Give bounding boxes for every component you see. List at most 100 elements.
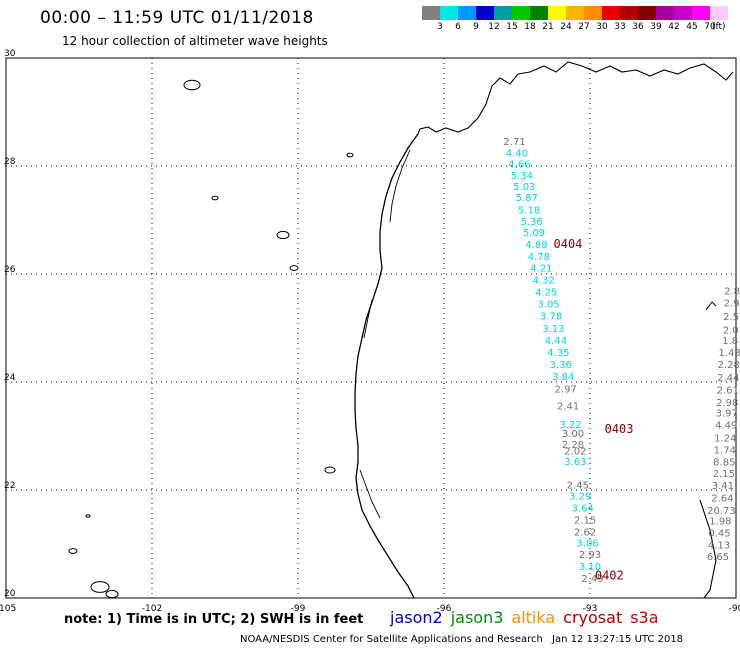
legend-labels: 3 6 9 12 15 18 21 24 27 30 33 36 39 42 45 70 [422,22,728,34]
wave-height-label: 1.98 [709,517,731,528]
legend-unit: (ft) [712,22,726,32]
island-outline [183,79,201,91]
lon-tick-label: -96 [437,604,452,614]
wave-height-label: 1.43 [719,348,740,359]
wave-height-label: 5.03 [513,182,535,193]
wave-height-label: 4.40 [506,148,528,159]
legend-label: 21 [542,22,554,32]
legend-label: 42 [668,22,680,32]
legend-swatch-8 [566,6,584,20]
island-outline [105,589,119,599]
wave-height-label: 4.35 [547,348,569,359]
legend-swatch-5 [512,6,530,20]
legend-label: 39 [650,22,662,32]
pass-time-label: 0403 [605,422,634,436]
legend-label: 9 [473,22,479,32]
legend-label: 27 [578,22,590,32]
lon-tick-label: -102 [142,604,162,614]
wave-height-label: 2.15 [574,515,596,526]
legend-swatch-10 [602,6,620,20]
legend-swatch-2 [458,6,476,20]
wave-height-label: 4.21 [530,263,552,274]
wave-height-label: 5.09 [523,228,545,239]
lon-tick-label: -93 [583,604,598,614]
lon-tick-label: -90 [729,604,740,614]
legend-swatch-16 [710,6,728,20]
wave-height-label: 4.66 [508,160,530,171]
legend-swatch-1 [440,6,458,20]
satellite-jason2: jason2 [390,608,443,627]
satellite-cryosat: cryosat [563,608,623,627]
legend-label: 18 [524,22,536,32]
lon-tick-label: -99 [291,604,306,614]
lat-tick-label: 22 [4,481,15,491]
wave-height-label: 3.00 [562,429,584,440]
wave-height-label: 5.18 [518,206,540,217]
wave-height-label: 4.25 [535,288,557,299]
legend-label: 15 [506,22,518,32]
wave-height-label: 2.45 [567,480,589,491]
credit-text: NOAA/NESDIS Center for Satellite Applica… [240,634,543,645]
wave-height-label: 3.64 [572,504,594,515]
wave-height-label: 4.88 [525,240,547,251]
island-outline [85,514,91,518]
wave-height-label: 3.41 [712,481,734,492]
legend-swatch-3 [476,6,494,20]
map-frame [5,57,737,599]
pass-time-label: 0402 [595,569,624,583]
color-legend [422,6,728,20]
pass-time-label: 0404 [554,237,583,251]
island-outline [90,581,110,593]
satellite-altika: altika [511,608,556,627]
legend-label: 30 [596,22,608,32]
island-outline [211,195,219,201]
wave-height-label: 1.74 [714,445,736,456]
wave-height-label: 2.98 [716,398,738,409]
legend-label: 33 [614,22,626,32]
legend-label: 24 [560,22,572,32]
legend-label: 36 [632,22,644,32]
coastline-west [354,133,419,599]
legend-swatch-14 [674,6,692,20]
lat-tick-label: 20 [4,589,16,599]
footer-note: note: 1) Time is in UTC; 2) SWH is in fe… [64,612,364,627]
yucatan-coast [699,499,717,599]
lat-tick-label: 28 [4,157,16,167]
legend-swatch-6 [530,6,548,20]
page-title: 00:00 – 11:59 UTC 01/11/2018 [40,8,314,28]
wave-height-label: 2.9 [724,298,740,309]
wave-height-label: 4.78 [528,252,550,263]
wave-height-label: 2.28 [562,440,584,451]
island-outline [324,466,336,474]
wave-height-label: 5.87 [516,193,538,204]
legend-label: 70 [704,22,716,32]
wave-height-label: 3.05 [538,299,560,310]
wave-height-label: 2.41 [557,402,579,413]
wave-height-label: 2.97 [555,384,577,395]
lat-tick-label: 26 [4,265,16,275]
wave-height-label: 3.78 [540,311,562,322]
wave-height-label: 2.71 [503,137,525,148]
island-outline [289,265,299,271]
wave-height-label: 2.8 [724,287,740,298]
legend-swatch-15 [692,6,710,20]
legend-label: 12 [488,22,500,32]
wave-height-label: 3.13 [542,324,564,335]
wave-height-label: 0.45 [708,528,730,539]
wave-height-label: 2.5 [723,312,739,323]
wave-height-label: 1.8 [722,336,738,347]
lon-tick-label: -105 [0,604,16,614]
wave-height-label: 6.65 [707,552,729,563]
legend-swatch-0 [422,6,440,20]
bay-line [359,469,381,519]
wave-height-label: 2.28 [718,360,740,371]
wave-height-label: 3.22 [559,420,581,431]
wave-height-label: 3.97 [716,409,738,420]
wave-height-label: 3.36 [550,360,572,371]
satellite-legend: jason2 jason3 altika cryosat s3a [390,608,667,627]
wave-height-label: 4.32 [533,276,555,287]
wave-height-label: 20.73 [707,506,736,517]
wave-height-label: 3.06 [576,539,598,550]
reef-outline [705,301,717,311]
wave-height-label: 4.13 [708,540,730,551]
